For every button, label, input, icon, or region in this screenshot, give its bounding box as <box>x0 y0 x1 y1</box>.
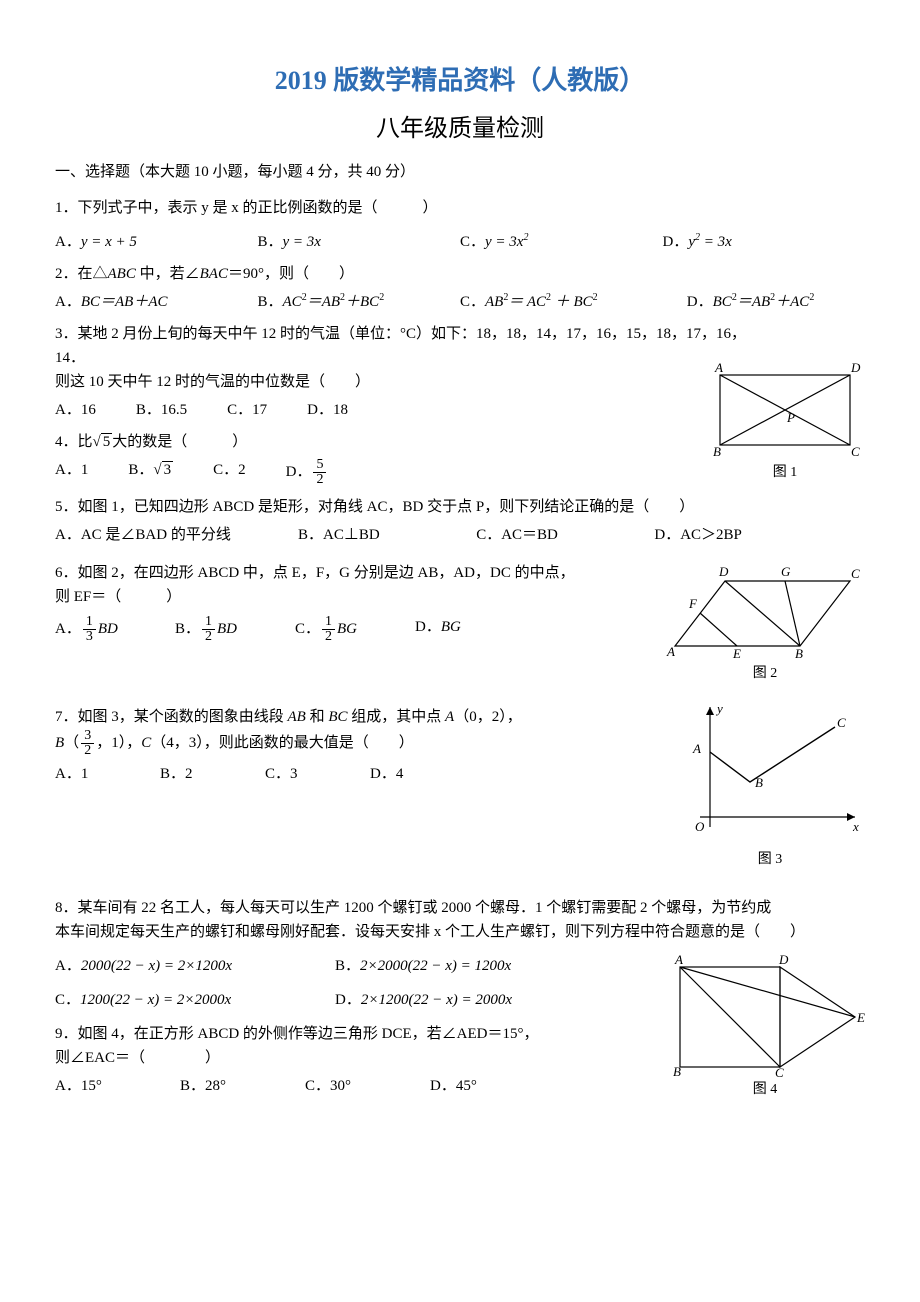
svg-text:F: F <box>688 596 698 611</box>
q2-opt-c: C．AB2＝ AC2 ＋ BC2 <box>460 290 687 314</box>
svg-text:A: A <box>692 741 701 756</box>
q3-opt-d: D．18 <box>307 398 348 422</box>
question-2: 2．在△ABC 中，若∠BAC＝90°，则（ ） A．BC＝AB＋AC B．AC… <box>55 262 865 314</box>
svg-text:y: y <box>715 701 723 716</box>
q9-opt-c: C．30° <box>305 1074 430 1098</box>
q2-opt-a: A．BC＝AB＋AC <box>55 290 258 314</box>
question-9: 9．如图 4，在正方形 ABCD 的外侧作等边三角形 DCE，若∠AED＝15°… <box>55 1022 865 1098</box>
q7-opt-c: C．3 <box>265 762 370 786</box>
q5-stem: 5．如图 1，已知四边形 ABCD 是矩形，对角线 AC，BD 交于点 P，则下… <box>55 495 865 519</box>
svg-text:P: P <box>786 410 795 425</box>
question-7: O x y A B C 图 3 7．如图 3，某个函数的图象由线段 AB 和 B… <box>55 705 865 786</box>
q7-opt-b: B．2 <box>160 762 265 786</box>
main-title: 2019 版数学精品资料（人教版） <box>55 60 865 102</box>
svg-text:A: A <box>666 644 675 659</box>
svg-text:C: C <box>837 715 846 730</box>
svg-text:A: A <box>714 360 723 375</box>
q8-line1: 8．某车间有 22 名工人，每人每天可以生产 1200 个螺钉或 2000 个螺… <box>55 896 865 920</box>
q1-opt-c: C．y = 3x2 <box>460 230 663 254</box>
question-6: A B C D E F G 图 2 6．如图 2，在四边形 ABCD 中，点 E… <box>55 561 865 644</box>
q4-stem: 4．比5大的数是（ ） <box>55 430 865 454</box>
q8-opt-b: B．2×2000(22 − x) = 1200x <box>335 954 615 978</box>
question-8: 8．某车间有 22 名工人，每人每天可以生产 1200 个螺钉或 2000 个螺… <box>55 896 865 1012</box>
q1-opt-d: D．y2 = 3x <box>663 230 866 254</box>
figure-2: A B C D E F G 图 2 <box>665 561 865 685</box>
q5-opt-b: B．AC⊥BD <box>298 523 476 547</box>
q9-opt-a: A．15° <box>55 1074 180 1098</box>
svg-text:x: x <box>852 819 859 834</box>
q8-opt-a: A．2000(22 − x) = 2×1200x <box>55 954 335 978</box>
q1-stem: 1．下列式子中，表示 y 是 x 的正比例函数的是（ ） <box>55 196 865 220</box>
q9-line1: 9．如图 4，在正方形 ABCD 的外侧作等边三角形 DCE，若∠AED＝15°… <box>55 1022 865 1046</box>
figure-3-caption: 图 3 <box>675 849 865 871</box>
svg-text:D: D <box>778 952 789 967</box>
sub-title: 八年级质量检测 <box>55 110 865 148</box>
figure-2-caption: 图 2 <box>665 663 865 685</box>
figure-3: O x y A B C 图 3 <box>675 697 865 871</box>
svg-text:B: B <box>755 775 763 790</box>
q4-opt-b: B．3 <box>128 458 173 487</box>
q9-opt-d: D．45° <box>430 1074 555 1098</box>
q4-opt-c: C．2 <box>213 458 246 487</box>
q4-opt-d: D．52 <box>286 458 329 487</box>
q8-opt-d: D．2×1200(22 − x) = 2000x <box>335 988 615 1012</box>
svg-text:D: D <box>850 360 861 375</box>
q2-stem: 2．在△ABC 中，若∠BAC＝90°，则（ ） <box>55 262 865 286</box>
svg-text:O: O <box>695 819 705 834</box>
q5-opt-d: D．AC＞2BP <box>654 523 832 547</box>
q5-opt-c: C．AC＝BD <box>476 523 654 547</box>
svg-text:E: E <box>732 646 741 661</box>
svg-text:G: G <box>781 564 791 579</box>
q1-opt-b: B．y = 3x <box>258 230 461 254</box>
q3-opt-b: B．16.5 <box>136 398 187 422</box>
question-3: 3．某地 2 月份上旬的每天中午 12 时的气温（单位：°C）如下：18，18，… <box>55 322 865 422</box>
q9-line2: 则∠EAC＝（ ） <box>55 1046 865 1070</box>
svg-text:D: D <box>718 564 729 579</box>
q6-opt-c: C．12BG <box>295 615 415 644</box>
q9-opt-b: B．28° <box>180 1074 305 1098</box>
q5-opt-a: A．AC 是∠BAD 的平分线 <box>55 523 298 547</box>
q8-line2: 本车间规定每天生产的螺钉和螺母刚好配套．设每天安排 x 个工人生产螺钉，则下列方… <box>55 920 865 944</box>
svg-text:B: B <box>795 646 803 661</box>
q6-opt-a: A．13BD <box>55 615 175 644</box>
q8-opt-c: C．1200(22 − x) = 2×2000x <box>55 988 335 1012</box>
question-5: 5．如图 1，已知四边形 ABCD 是矩形，对角线 AC，BD 交于点 P，则下… <box>55 495 865 547</box>
q6-opt-b: B．12BD <box>175 615 295 644</box>
q7-opt-d: D．4 <box>370 762 475 786</box>
svg-text:C: C <box>851 566 860 581</box>
section-1-label: 一、选择题（本大题 10 小题，每小题 4 分，共 40 分） <box>55 160 865 184</box>
q3-opt-a: A．16 <box>55 398 96 422</box>
question-1: 1．下列式子中，表示 y 是 x 的正比例函数的是（ ） A．y = x + 5… <box>55 196 865 254</box>
q2-opt-b: B．AC2＝AB2＋BC2 <box>258 290 461 314</box>
q3-line1: 3．某地 2 月份上旬的每天中午 12 时的气温（单位：°C）如下：18，18，… <box>55 322 865 346</box>
q4-opt-a: A．1 <box>55 458 88 487</box>
q1-opt-a: A．y = x + 5 <box>55 230 258 254</box>
svg-text:A: A <box>674 952 683 967</box>
question-4: 4．比5大的数是（ ） A．1 B．3 C．2 D．52 <box>55 430 865 487</box>
q3-opt-c: C．17 <box>227 398 267 422</box>
q2-opt-d: D．BC2＝AB2＋AC2 <box>687 290 865 314</box>
q6-opt-d: D．BG <box>415 615 535 644</box>
q7-opt-a: A．1 <box>55 762 160 786</box>
